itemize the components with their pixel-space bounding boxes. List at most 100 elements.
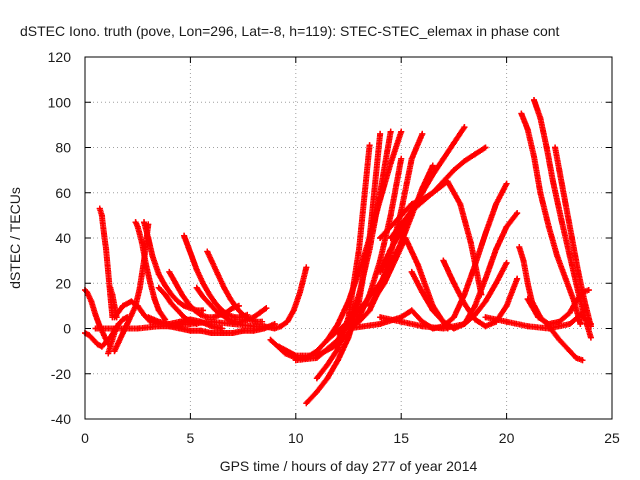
data-point-marker xyxy=(214,271,221,278)
data-series xyxy=(111,221,152,355)
data-point-marker xyxy=(105,350,112,357)
data-point-marker xyxy=(398,314,405,321)
data-point-marker xyxy=(450,325,457,332)
data-point-marker xyxy=(256,309,263,316)
data-point-marker xyxy=(566,253,573,260)
data-point-marker xyxy=(493,246,500,253)
data-point-marker xyxy=(271,325,278,332)
data-point-marker xyxy=(229,320,236,327)
data-point-marker xyxy=(531,96,538,103)
data-point-marker xyxy=(545,325,552,332)
data-point-marker xyxy=(419,130,426,137)
data-point-marker xyxy=(155,271,162,278)
data-point-marker xyxy=(334,320,341,327)
data-point-marker xyxy=(221,284,228,291)
y-tick-label: 60 xyxy=(55,185,71,201)
x-tick-label: 10 xyxy=(288,430,304,446)
data-point-marker xyxy=(119,316,126,323)
data-point-marker xyxy=(356,298,363,305)
axis-ticks: 0 5 10 15 20 25 -40 -20 0 20 40 60 80 100 120 xyxy=(48,49,620,446)
data-point-marker xyxy=(482,298,489,305)
data-point-marker xyxy=(90,336,97,343)
data-point-marker xyxy=(393,253,400,260)
data-point-marker xyxy=(377,235,384,241)
data-point-marker xyxy=(278,323,285,330)
data-point-marker xyxy=(587,320,594,327)
data-point-marker xyxy=(168,300,175,307)
data-point-marker xyxy=(398,128,405,135)
data-point-marker xyxy=(172,280,179,287)
data-point-marker xyxy=(124,320,131,327)
data-point-marker xyxy=(419,289,426,296)
data-points xyxy=(82,96,594,407)
data-point-marker xyxy=(467,239,474,246)
data-point-marker xyxy=(482,230,489,237)
data-point-marker xyxy=(577,311,584,318)
data-point-marker xyxy=(181,232,188,239)
data-point-marker xyxy=(545,223,552,230)
data-point-marker xyxy=(145,314,152,321)
data-point-marker xyxy=(419,189,426,196)
data-point-marker xyxy=(514,275,521,282)
data-point-marker xyxy=(444,178,451,185)
data-point-marker xyxy=(387,235,394,241)
data-point-marker xyxy=(263,305,270,312)
data-point-marker xyxy=(204,248,211,255)
data-point-marker xyxy=(573,298,580,305)
data-point-marker xyxy=(141,311,148,318)
data-point-marker xyxy=(324,336,331,343)
data-point-marker xyxy=(345,325,352,332)
data-point-marker xyxy=(387,160,394,167)
data-point-marker xyxy=(197,311,204,318)
data-point-marker xyxy=(482,314,489,321)
data-point-marker xyxy=(524,296,531,303)
data-point-marker xyxy=(109,336,116,343)
y-tick-label: 80 xyxy=(55,140,71,156)
data-point-marker xyxy=(136,284,143,291)
y-tick-label: 0 xyxy=(63,321,71,337)
data-point-marker xyxy=(181,302,188,309)
data-point-marker xyxy=(334,330,341,337)
data-point-marker xyxy=(128,311,135,318)
data-point-marker xyxy=(471,262,478,269)
data-point-marker xyxy=(482,275,489,282)
data-point-marker xyxy=(181,314,188,321)
data-point-marker xyxy=(518,110,525,117)
data-point-marker xyxy=(429,171,436,178)
data-point-marker xyxy=(558,216,565,223)
data-point-marker xyxy=(535,314,542,321)
data-point-marker xyxy=(398,212,405,219)
data-point-marker xyxy=(531,153,538,160)
data-point-marker xyxy=(92,311,99,318)
data-point-marker xyxy=(219,311,226,318)
data-point-marker xyxy=(174,298,181,305)
data-series xyxy=(518,110,584,327)
data-point-marker xyxy=(520,257,527,264)
data-point-marker xyxy=(324,375,331,382)
data-point-marker xyxy=(381,280,388,287)
x-axis-label: GPS time / hours of day 277 of year 2014 xyxy=(220,458,478,474)
data-point-marker xyxy=(200,280,207,287)
grid xyxy=(85,57,612,419)
data-series xyxy=(482,311,594,332)
data-point-marker xyxy=(141,219,148,226)
data-point-marker xyxy=(174,307,181,314)
data-point-marker xyxy=(185,244,192,251)
data-point-marker xyxy=(377,257,384,264)
data-point-marker xyxy=(440,318,447,325)
data-point-marker xyxy=(524,280,531,287)
data-point-marker xyxy=(503,259,510,266)
data-point-marker xyxy=(457,201,464,208)
data-point-marker xyxy=(524,126,531,133)
x-tick-label: 0 xyxy=(81,430,89,446)
data-point-marker xyxy=(356,307,363,314)
data-point-marker xyxy=(440,257,447,264)
data-point-marker xyxy=(113,325,120,332)
data-point-marker xyxy=(145,235,152,241)
y-axis-label: dSTEC / TECUs xyxy=(7,187,23,289)
data-point-marker xyxy=(162,291,169,298)
data-point-marker xyxy=(155,323,162,330)
data-point-marker xyxy=(566,320,573,327)
data-point-marker xyxy=(562,275,569,282)
data-point-marker xyxy=(387,128,394,135)
